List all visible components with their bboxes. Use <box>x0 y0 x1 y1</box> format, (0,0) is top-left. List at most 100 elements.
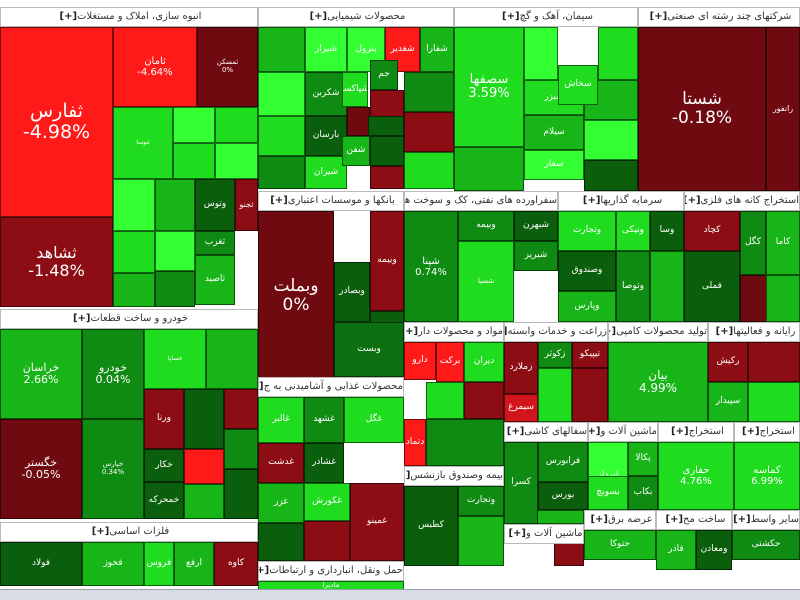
stock-tile[interactable]: وتجارت <box>558 211 616 251</box>
stock-tile[interactable] <box>224 389 258 429</box>
stock-tile[interactable]: کسرا <box>504 442 538 524</box>
stock-tile[interactable]: خکار <box>144 449 184 482</box>
sector-header[interactable]: استخراج[+] <box>734 422 800 442</box>
sector-header[interactable]: بانکها و موسسات اعتباری[+] <box>258 191 404 211</box>
expand-button[interactable]: [+] <box>91 526 110 537</box>
stock-tile[interactable]: ثمسکن 0% <box>197 27 258 107</box>
stock-tile[interactable] <box>258 156 305 189</box>
expand-button[interactable]: [+] <box>671 426 689 437</box>
stock-tile[interactable] <box>584 160 638 191</box>
sector-header[interactable]: انبوه سازی، املاک و مستغلات[+] <box>0 7 258 27</box>
stock-tile[interactable]: کطبس <box>404 486 458 566</box>
stock-tile[interactable]: ثاصید <box>195 255 235 305</box>
stock-tile[interactable]: وپارس <box>558 291 616 322</box>
stock-tile[interactable]: ارفع <box>174 542 214 586</box>
stock-tile[interactable] <box>347 107 370 136</box>
stock-tile[interactable]: خمحرکه <box>144 482 184 519</box>
stock-tile[interactable]: فاذر <box>656 530 696 570</box>
stock-tile[interactable]: کچاد <box>684 211 740 251</box>
stock-tile[interactable]: فرابورس <box>538 442 588 482</box>
stock-tile[interactable]: کاوه <box>214 542 258 586</box>
expand-button[interactable]: [+] <box>309 11 328 22</box>
stock-tile[interactable] <box>258 116 305 156</box>
stock-tile[interactable] <box>184 484 224 519</box>
sector-header[interactable]: حمل ونقل، انبارداری و ارتباطات[+] <box>258 561 404 581</box>
stock-tile[interactable]: فروس <box>144 542 174 586</box>
stock-tile[interactable]: شبریز <box>514 241 558 271</box>
stock-tile[interactable]: شپنا 0.74% <box>404 211 458 322</box>
stock-tile[interactable]: وتوصا <box>616 251 650 322</box>
expand-button[interactable]: [+] <box>506 426 525 437</box>
expand-button[interactable]: [+] <box>609 326 617 337</box>
stock-tile[interactable]: شسپا <box>458 241 514 322</box>
sector-header[interactable]: فلزات اساسی[+] <box>0 522 258 542</box>
stock-tile[interactable] <box>404 72 454 112</box>
stock-tile[interactable]: سپیدار <box>708 382 748 422</box>
expand-button[interactable]: [+] <box>508 528 527 539</box>
stock-tile[interactable] <box>224 469 258 519</box>
stock-tile[interactable] <box>458 516 504 566</box>
expand-button[interactable]: [+] <box>502 11 520 22</box>
stock-tile[interactable]: پکالا <box>628 442 658 476</box>
stock-tile[interactable]: غدشت <box>258 443 304 483</box>
sector-header[interactable]: محصولات شیمیایی[+] <box>258 7 454 27</box>
stock-tile[interactable]: وتوس <box>195 179 235 231</box>
sector-header[interactable]: عرضه برق[+] <box>584 510 656 530</box>
sector-header[interactable]: سیمان، آهک و گچ[+] <box>454 7 638 27</box>
expand-button[interactable]: [+] <box>588 426 601 437</box>
stock-tile[interactable]: سخاش <box>558 65 598 105</box>
stock-tile[interactable]: غالبر <box>258 397 304 443</box>
stock-tile[interactable]: وسا <box>650 211 684 251</box>
sector-header[interactable]: سرمایه گذاریها[+] <box>558 191 684 211</box>
expand-button[interactable]: [+] <box>270 195 288 206</box>
stock-tile[interactable]: شفارا <box>420 27 454 72</box>
stock-tile[interactable]: دتماد <box>404 419 426 466</box>
sector-header[interactable]: ماشین آلات و[+] <box>504 524 584 544</box>
stock-tile[interactable] <box>572 368 608 422</box>
stock-tile[interactable]: حکشتی <box>732 530 800 560</box>
sector-header[interactable]: سفراورده های نفتی، کک و سوخت هسته[+] <box>404 191 558 211</box>
sector-header[interactable]: مواد و محصولات دار[+] <box>404 322 504 342</box>
stock-tile[interactable] <box>173 143 215 179</box>
stock-tile[interactable]: خودرو 0.04% <box>82 329 144 419</box>
sector-header[interactable]: زراعت و خدمات وابسته[+] <box>504 322 608 342</box>
stock-tile[interactable]: غزر <box>258 483 304 523</box>
stock-tile[interactable]: غشاذر <box>304 443 344 483</box>
stock-tile[interactable] <box>113 179 155 231</box>
stock-tile[interactable] <box>258 27 305 72</box>
stock-tile[interactable] <box>370 166 404 189</box>
stock-tile[interactable]: وصندوق <box>558 251 616 291</box>
expand-button[interactable]: [+] <box>742 426 760 437</box>
stock-tile[interactable]: برکت <box>436 342 464 382</box>
sector-header[interactable]: ساخت مح[+] <box>656 510 732 530</box>
expand-button[interactable]: [+] <box>259 565 270 576</box>
stock-tile[interactable] <box>454 147 524 191</box>
stock-tile[interactable] <box>215 143 258 179</box>
sector-header[interactable]: خودرو و ساخت قطعات[+] <box>0 309 258 329</box>
stock-tile[interactable]: کاما <box>766 211 800 275</box>
stock-tile[interactable] <box>258 523 304 561</box>
stock-tile[interactable]: زملارد <box>504 342 538 394</box>
stock-tile[interactable] <box>370 136 404 166</box>
sector-header[interactable]: تولید محصولات کامپی[+] <box>608 322 708 342</box>
stock-tile[interactable] <box>748 342 800 382</box>
stock-tile[interactable] <box>184 389 224 449</box>
stock-tile[interactable]: غشهد <box>304 397 344 443</box>
stock-tile[interactable]: خپارس 0.34% <box>82 419 144 519</box>
stock-tile[interactable] <box>224 429 258 469</box>
stock-tile[interactable]: ثامان -4.64% <box>113 27 197 107</box>
stock-tile[interactable]: شفن <box>342 136 370 166</box>
stock-tile[interactable]: دارو <box>404 342 436 380</box>
sector-header[interactable]: محصولات غذایی و آشامیدنی به ج[+] <box>258 377 404 397</box>
stock-tile[interactable] <box>464 382 504 419</box>
sector-header[interactable]: رایانه و فعالیتها[+] <box>708 322 800 342</box>
stock-tile[interactable] <box>524 27 558 80</box>
stock-tile[interactable]: وبست <box>334 322 404 377</box>
stock-tile[interactable]: رانفور <box>766 27 800 191</box>
expand-button[interactable]: [+] <box>733 514 751 525</box>
stock-tile[interactable] <box>206 329 258 389</box>
stock-tile[interactable] <box>155 179 195 231</box>
stock-tile[interactable]: شیراز <box>305 27 347 72</box>
stock-tile[interactable]: شستا -0.18% <box>638 27 766 191</box>
stock-tile[interactable]: ثنوسا <box>113 107 173 179</box>
